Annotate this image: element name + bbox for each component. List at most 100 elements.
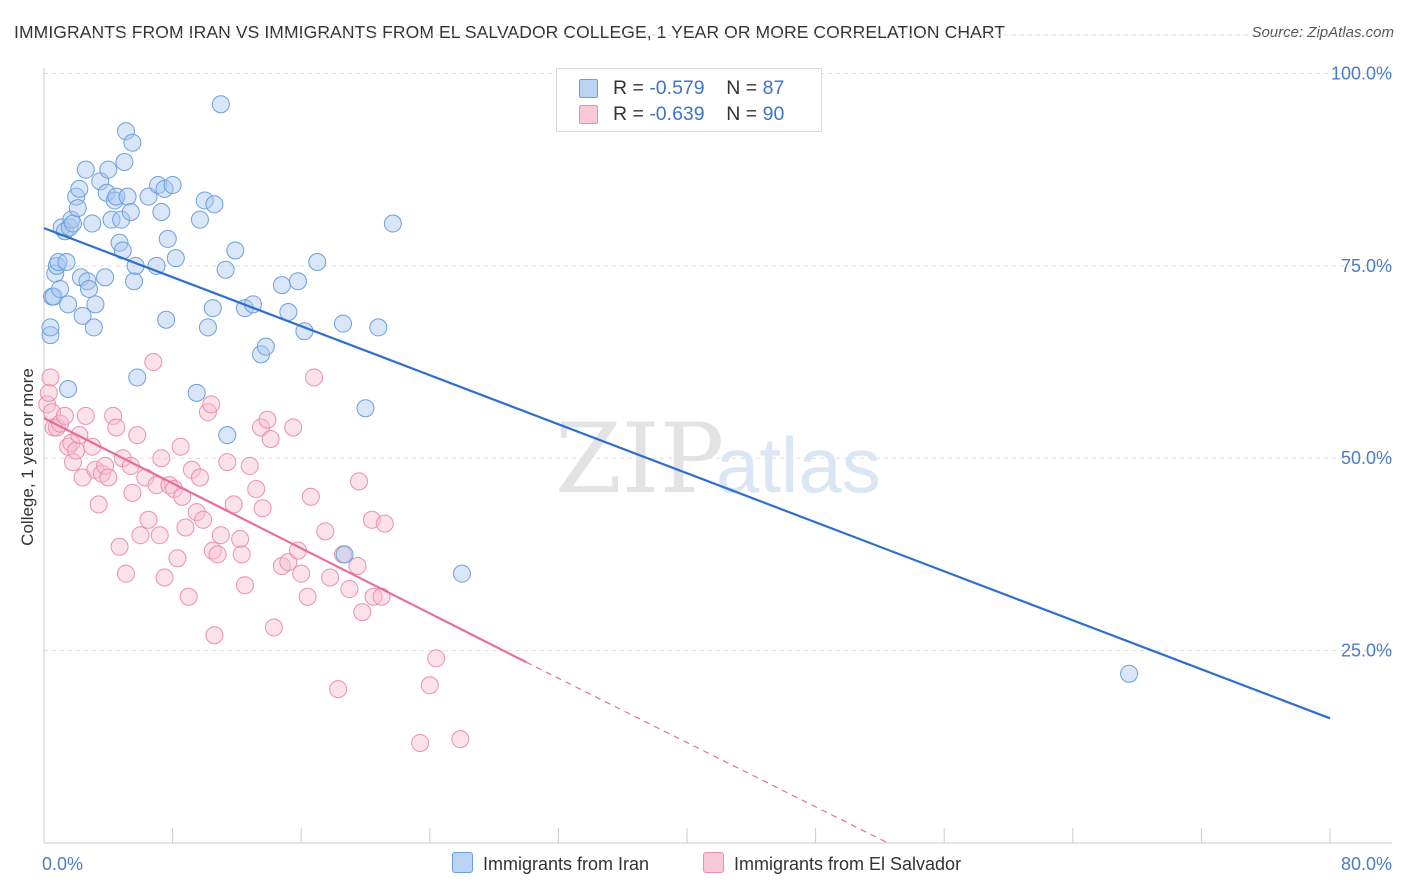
point-el-salvador-31 [139,510,158,529]
point-iran-28 [96,268,115,287]
point-iran-37 [115,152,134,171]
point-el-salvador-36 [155,568,174,587]
point-el-salvador-20 [99,468,118,487]
point-iran-76 [369,318,388,337]
legend-es-n-label: N = [726,103,763,125]
point-iran-79 [1120,664,1139,683]
point-iran-40 [121,202,140,221]
series-iran [41,95,1139,683]
point-iran-44 [128,368,147,387]
point-iran-77 [383,214,402,233]
bottom-legend-label-iran: Immigrants from Iran [483,854,650,874]
point-iran-72 [308,253,327,272]
bottom-legend-swatch-iran [452,852,473,873]
y-axis-label: College, 1 year or more [18,368,37,546]
point-iran-20 [73,306,92,325]
point-iran-54 [187,383,206,402]
legend-iran-n-value: 87 [762,77,785,99]
legend-iran-n-label: N = [726,77,763,99]
legend-iran-r-value: -0.579 [649,77,705,99]
point-el-salvador-52 [208,545,227,564]
point-iran-75 [356,399,375,418]
point-el-salvador-85 [375,514,394,533]
point-el-salvador-64 [261,430,280,448]
bottom-legend-iran: Immigrants from Iran [452,852,649,875]
point-el-salvador-28 [128,426,147,445]
point-el-salvador-86 [411,733,430,752]
point-el-salvador-59 [240,456,259,475]
point-iran-39 [118,187,137,206]
point-el-salvador-80 [350,472,369,491]
point-iran-18 [70,179,89,198]
point-el-salvador-60 [247,480,266,499]
legend-iran-r-label: R = [613,77,650,99]
point-iran-48 [152,202,171,221]
point-el-salvador-70 [292,564,311,583]
point-el-salvador-46 [190,468,209,487]
point-el-salvador-25 [116,564,135,583]
point-iran-3 [44,287,63,306]
point-el-salvador-19 [96,456,115,475]
point-iran-12 [59,295,78,314]
point-iran-52 [163,176,182,195]
point-iran-53 [166,249,185,268]
point-el-salvador-21 [104,406,123,425]
point-iran-41 [123,133,142,152]
point-el-salvador-32 [144,353,163,372]
point-iran-63 [226,241,245,260]
point-iran-61 [216,260,235,279]
point-el-salvador-43 [179,587,198,606]
point-iran-45 [139,187,158,206]
point-el-salvador-22 [107,418,126,437]
point-el-salvador-35 [152,449,171,468]
point-el-salvador-88 [427,649,446,668]
y-tick-label-25: 25.0% [1341,641,1392,661]
point-el-salvador-47 [194,510,213,529]
point-iran-24 [83,214,102,233]
point-iran-22 [78,272,97,291]
point-el-salvador-78 [340,580,359,599]
point-iran-50 [157,310,176,329]
y-tick-label-50: 50.0% [1341,448,1392,468]
point-iran-35 [112,210,131,229]
legend-es-n-value: 90 [762,103,785,125]
point-el-salvador-11 [67,441,86,460]
point-el-salvador-53 [211,526,230,545]
gridlines [44,34,1392,652]
point-el-salvador-68 [284,418,303,437]
y-tick-label-100: 100.0% [1331,63,1392,83]
chart-title: IMMIGRANTS FROM IRAN VS IMMIGRANTS FROM … [14,22,1006,42]
series-el-salvador [38,353,470,752]
point-el-salvador-65 [264,618,283,637]
point-el-salvador-17 [89,495,108,514]
point-iran-25 [84,318,103,337]
axes [43,68,1392,844]
point-el-salvador-54 [218,453,237,472]
legend: R = -0.579 N = 87 R = -0.639 N = 90 [556,68,822,132]
point-iran-51 [158,229,177,248]
point-el-salvador-67 [279,553,298,572]
point-el-salvador-72 [301,487,320,506]
legend-es-r-value: -0.639 [649,103,705,125]
point-el-salvador-7 [55,406,74,425]
point-iran-15 [63,214,82,233]
point-el-salvador-75 [321,568,340,587]
point-el-salvador-10 [63,453,82,472]
point-iran-78 [452,564,471,583]
point-iran-73 [333,314,352,333]
point-el-salvador-14 [76,406,95,425]
point-el-salvador-34 [150,526,169,545]
point-iran-56 [195,191,214,210]
legend-swatch-el-salvador [579,105,598,124]
point-iran-17 [68,199,87,218]
point-el-salvador-87 [420,676,439,695]
point-iran-42 [125,272,144,291]
y-tick-label-75: 75.0% [1341,256,1392,276]
point-iran-10 [57,253,76,272]
point-el-salvador-57 [232,545,251,564]
point-el-salvador-58 [235,576,254,595]
trend-lines [43,227,1331,844]
tick-labels: 25.0% 50.0% 75.0% 100.0% 0.0% 80.0% [42,63,1392,874]
point-iran-31 [102,210,121,229]
